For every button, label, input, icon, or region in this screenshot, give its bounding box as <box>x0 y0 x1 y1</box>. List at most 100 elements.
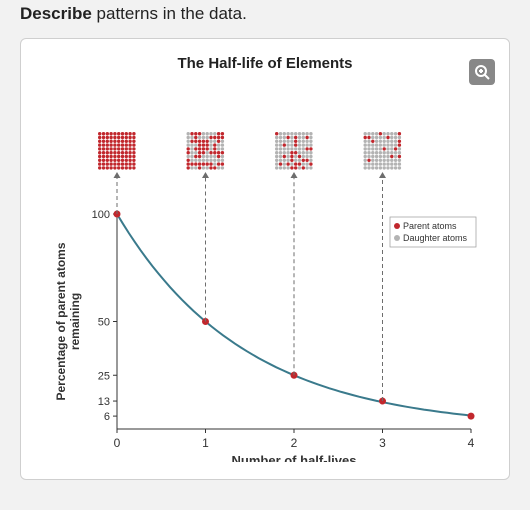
atom-dot <box>394 143 397 146</box>
atom-dot <box>386 140 389 143</box>
atom-dot <box>121 162 124 165</box>
atom-dot <box>398 143 401 146</box>
atom-dot <box>121 136 124 139</box>
atom-dot <box>209 166 212 169</box>
atom-dot <box>383 162 386 165</box>
prompt-bold: Describe <box>20 4 92 23</box>
atom-dot <box>109 136 112 139</box>
atom-dot <box>132 159 135 162</box>
atom-dot <box>221 143 224 146</box>
atom-dot <box>305 140 308 143</box>
atom-dot <box>394 159 397 162</box>
atom-dot <box>290 151 293 154</box>
chart-area: 100502513601234Number of half-livesPerce… <box>45 82 485 462</box>
atom-dot <box>298 166 301 169</box>
atom-dot <box>279 151 282 154</box>
atom-dot <box>98 140 101 143</box>
atom-dot <box>394 136 397 139</box>
atom-dot <box>198 147 201 150</box>
atom-dot <box>202 162 205 165</box>
atom-dot <box>302 147 305 150</box>
atom-dot <box>375 143 378 146</box>
atom-dot <box>198 151 201 154</box>
atom-dot <box>290 155 293 158</box>
atom-dot <box>275 151 278 154</box>
atom-dot <box>217 147 220 150</box>
atom-dot <box>294 132 297 135</box>
atom-dot <box>298 143 301 146</box>
atom-dot <box>286 143 289 146</box>
atom-dot <box>202 166 205 169</box>
atom-dot <box>202 159 205 162</box>
atom-dot <box>132 162 135 165</box>
atom-dot <box>283 155 286 158</box>
atom-dot <box>125 143 128 146</box>
atom-dot <box>305 132 308 135</box>
atom-dot <box>290 132 293 135</box>
atom-dot <box>283 136 286 139</box>
atom-dot <box>398 132 401 135</box>
atom-dot <box>106 143 109 146</box>
atom-dot <box>125 155 128 158</box>
atom-dot <box>364 162 367 165</box>
atom-dot <box>375 162 378 165</box>
y-tick-label: 6 <box>104 411 110 423</box>
atom-dot <box>379 136 382 139</box>
atom-dot <box>375 136 378 139</box>
atom-dot <box>309 143 312 146</box>
data-point <box>468 413 475 420</box>
atom-dot <box>206 140 209 143</box>
atom-dot <box>109 166 112 169</box>
legend-marker-parent <box>394 223 400 229</box>
x-tick-label: 3 <box>379 436 386 450</box>
atom-dot <box>132 155 135 158</box>
x-axis-label: Number of half-lives <box>232 453 357 462</box>
x-tick-label: 2 <box>291 436 298 450</box>
atom-dot <box>286 159 289 162</box>
atom-dot <box>371 136 374 139</box>
atom-dot <box>187 147 190 150</box>
atom-dot <box>394 151 397 154</box>
atom-dot <box>294 140 297 143</box>
atom-dot <box>102 140 105 143</box>
atom-dot <box>305 159 308 162</box>
atom-dot <box>383 147 386 150</box>
y-tick-label: 50 <box>98 317 110 329</box>
atom-dot <box>221 162 224 165</box>
atom-dot <box>194 147 197 150</box>
atom-dot <box>309 159 312 162</box>
atom-dot <box>367 147 370 150</box>
atom-dot <box>279 162 282 165</box>
atom-dot <box>379 166 382 169</box>
atom-dot <box>202 155 205 158</box>
atom-dot <box>386 147 389 150</box>
atom-dot <box>113 140 116 143</box>
atom-dot <box>290 147 293 150</box>
atom-dot <box>298 155 301 158</box>
atom-dot <box>390 140 393 143</box>
atom-dot <box>221 136 224 139</box>
atom-dot <box>209 140 212 143</box>
atom-dot <box>209 162 212 165</box>
legend-marker-daughter <box>394 235 400 241</box>
atom-dot <box>194 151 197 154</box>
atom-dot <box>290 140 293 143</box>
atom-dot <box>367 132 370 135</box>
atom-dot <box>98 162 101 165</box>
atom-dot <box>364 166 367 169</box>
atom-dot <box>106 162 109 165</box>
atom-dot <box>117 140 120 143</box>
atom-dot <box>132 132 135 135</box>
atom-dot <box>390 136 393 139</box>
atom-dot <box>367 140 370 143</box>
atom-dot <box>367 136 370 139</box>
y-tick-label: 100 <box>92 209 110 221</box>
atom-dot <box>290 136 293 139</box>
atom-dot <box>190 136 193 139</box>
atom-dot <box>279 166 282 169</box>
atom-dot <box>187 155 190 158</box>
atom-dot <box>375 151 378 154</box>
atom-dot <box>194 159 197 162</box>
atom-dot <box>294 143 297 146</box>
atom-dot <box>383 143 386 146</box>
